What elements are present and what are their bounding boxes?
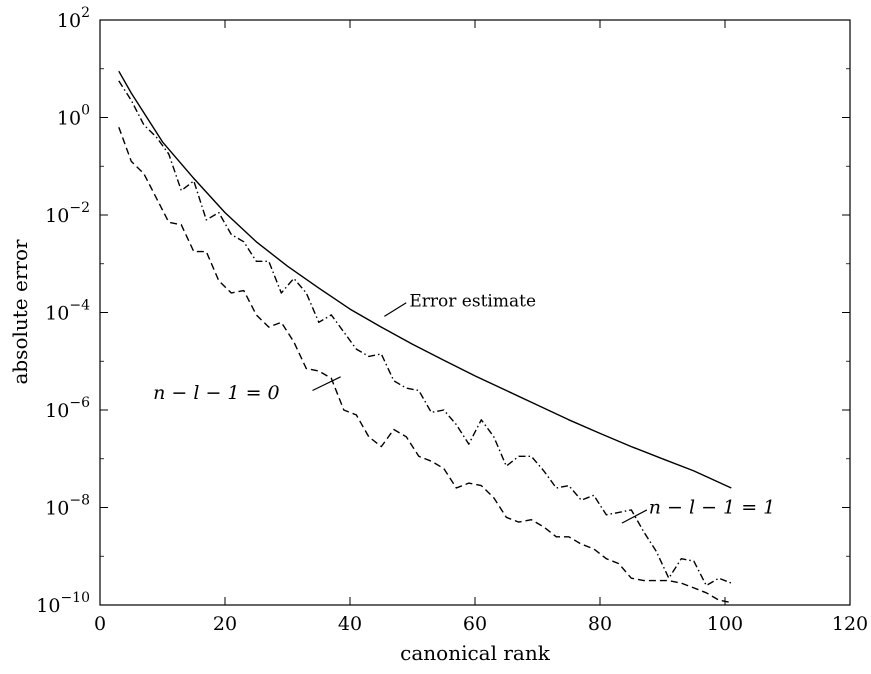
series-line-estimate — [118, 70, 732, 489]
annotation-layer: Error estimate n − l − 1 = 0 n − l − 1 = 1 — [153, 291, 776, 524]
y-tick-label: 10−2 — [45, 200, 90, 227]
y-axis-ticks: 102 100 10−2 10−4 10−6 10−8 10−10 — [36, 5, 850, 617]
series-line-n-l-1=1 — [118, 80, 732, 587]
annotation-n-l-1=0: n − l − 1 = 0 — [153, 382, 280, 404]
y-tick-label: 10−6 — [45, 395, 90, 422]
series-layer — [118, 70, 732, 604]
x-tick-label: 120 — [832, 613, 868, 635]
x-axis-label: canonical rank — [400, 641, 551, 665]
x-tick-label: 20 — [213, 613, 237, 635]
annotation-estimate: Error estimate — [409, 291, 536, 311]
x-tick-label: 40 — [338, 613, 362, 635]
x-tick-label: 60 — [463, 613, 487, 635]
x-tick-label: 80 — [588, 613, 612, 635]
annotation-n-l-1=1: n − l − 1 = 1 — [649, 497, 776, 519]
y-tick-label: 10−10 — [36, 590, 90, 617]
annotation-leader-n-l-1=0 — [312, 376, 341, 392]
y-tick-label: 102 — [57, 5, 90, 32]
y-axis-label: absolute error — [8, 239, 32, 385]
annotation-leader-estimate — [384, 302, 407, 317]
series-line-n-l-1=0 — [118, 126, 732, 604]
x-axis-ticks: 0 20 40 60 80 100 120 — [94, 20, 868, 635]
y-tick-label: 10−4 — [45, 298, 90, 325]
y-tick-label: 100 — [57, 103, 90, 130]
y-tick-label: 10−8 — [45, 493, 90, 520]
x-tick-label: 100 — [707, 613, 743, 635]
x-tick-label: 0 — [94, 613, 106, 635]
annotation-leader-n-l-1=1 — [621, 509, 648, 524]
